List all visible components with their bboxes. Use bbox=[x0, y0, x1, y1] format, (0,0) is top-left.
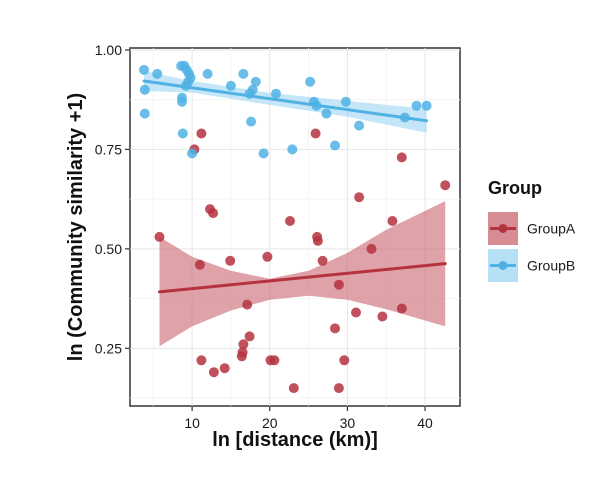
groupb-point bbox=[225, 80, 236, 91]
groupa-point bbox=[262, 251, 273, 262]
groupb-point bbox=[421, 100, 432, 111]
groupb-point bbox=[139, 84, 150, 95]
groupa-point bbox=[339, 355, 350, 366]
groupa-point bbox=[288, 383, 299, 394]
groupa-point bbox=[396, 303, 407, 314]
groupb-point bbox=[330, 140, 340, 151]
groupa-point bbox=[269, 355, 280, 366]
groupa-ci-ribbon bbox=[159, 201, 446, 347]
groupa-legend-point bbox=[498, 224, 508, 233]
groupb-point bbox=[177, 92, 187, 103]
groupa-point bbox=[396, 152, 407, 163]
groupb-point bbox=[152, 68, 163, 79]
groupa-point bbox=[208, 367, 219, 378]
groupb-point bbox=[177, 128, 188, 139]
y-tick-label: 0.75 bbox=[95, 141, 122, 157]
groupa-point bbox=[242, 299, 253, 310]
groupa-point bbox=[312, 235, 323, 246]
x-tick-label: 20 bbox=[262, 415, 278, 431]
y-tick-label: 0.25 bbox=[95, 340, 122, 356]
groupb-point bbox=[258, 148, 269, 159]
x-axis-title: ln [distance (km)] bbox=[212, 429, 378, 451]
groupa-point bbox=[194, 259, 205, 270]
groupb-point bbox=[247, 84, 258, 95]
x-tick-label: 10 bbox=[184, 415, 200, 431]
groupa-point bbox=[225, 255, 236, 266]
groupa-point bbox=[219, 363, 230, 374]
groupa-point bbox=[310, 128, 321, 139]
x-tick-label: 40 bbox=[417, 415, 433, 431]
groupb-point bbox=[340, 96, 351, 107]
groupa-point bbox=[237, 347, 248, 358]
groupb-point bbox=[187, 148, 198, 159]
groupa-point bbox=[244, 331, 255, 342]
groupa-point bbox=[354, 192, 365, 203]
groupb-point bbox=[139, 64, 149, 75]
groupa-point bbox=[333, 383, 344, 394]
groupb-point bbox=[250, 76, 261, 87]
groupa-legend-label: GroupA bbox=[527, 221, 576, 237]
groupb-point bbox=[354, 120, 365, 131]
groupa-point bbox=[351, 307, 361, 318]
groupa-point bbox=[285, 216, 295, 226]
groupa-point bbox=[330, 323, 340, 334]
groupb-fit-line bbox=[142, 79, 429, 123]
groupa-point bbox=[154, 231, 165, 242]
groupa-point bbox=[440, 180, 451, 191]
groupb-point bbox=[185, 72, 196, 83]
legend-title: Group bbox=[488, 178, 542, 198]
groupa-point bbox=[196, 355, 207, 366]
groupa-point bbox=[333, 279, 344, 290]
x-tick-label: 30 bbox=[340, 415, 356, 431]
groupa-point bbox=[238, 339, 249, 350]
groupb-point bbox=[238, 68, 249, 79]
groupb-point bbox=[246, 116, 257, 127]
legend: Group GroupA GroupB bbox=[488, 178, 576, 282]
groupa-point bbox=[317, 255, 328, 266]
y-axis-title: ln (Community similarity +1) bbox=[65, 93, 87, 361]
axis-layer: 10 20 30 40 0.25 0.50 0.75 1.00 bbox=[95, 42, 433, 431]
groupb-point bbox=[139, 108, 150, 119]
groupa-fit-line bbox=[158, 262, 447, 294]
point-layer bbox=[139, 60, 451, 394]
groupb-legend-point bbox=[498, 261, 508, 270]
groupb-point bbox=[305, 76, 316, 87]
groupb-point bbox=[411, 100, 422, 111]
groupb-point bbox=[287, 144, 298, 155]
groupa-point bbox=[366, 243, 377, 254]
groupa-point bbox=[387, 216, 398, 226]
y-tick-label: 1.00 bbox=[95, 42, 122, 58]
groupb-legend-label: GroupB bbox=[527, 258, 575, 274]
groupb-point bbox=[271, 88, 281, 99]
fit-line-layer bbox=[142, 79, 447, 294]
groupb-point bbox=[321, 108, 332, 119]
groupa-point bbox=[196, 128, 207, 139]
groupb-point bbox=[202, 68, 213, 79]
groupa-point bbox=[377, 311, 388, 322]
y-tick-label: 0.50 bbox=[95, 241, 122, 257]
groupa-point bbox=[208, 208, 219, 219]
